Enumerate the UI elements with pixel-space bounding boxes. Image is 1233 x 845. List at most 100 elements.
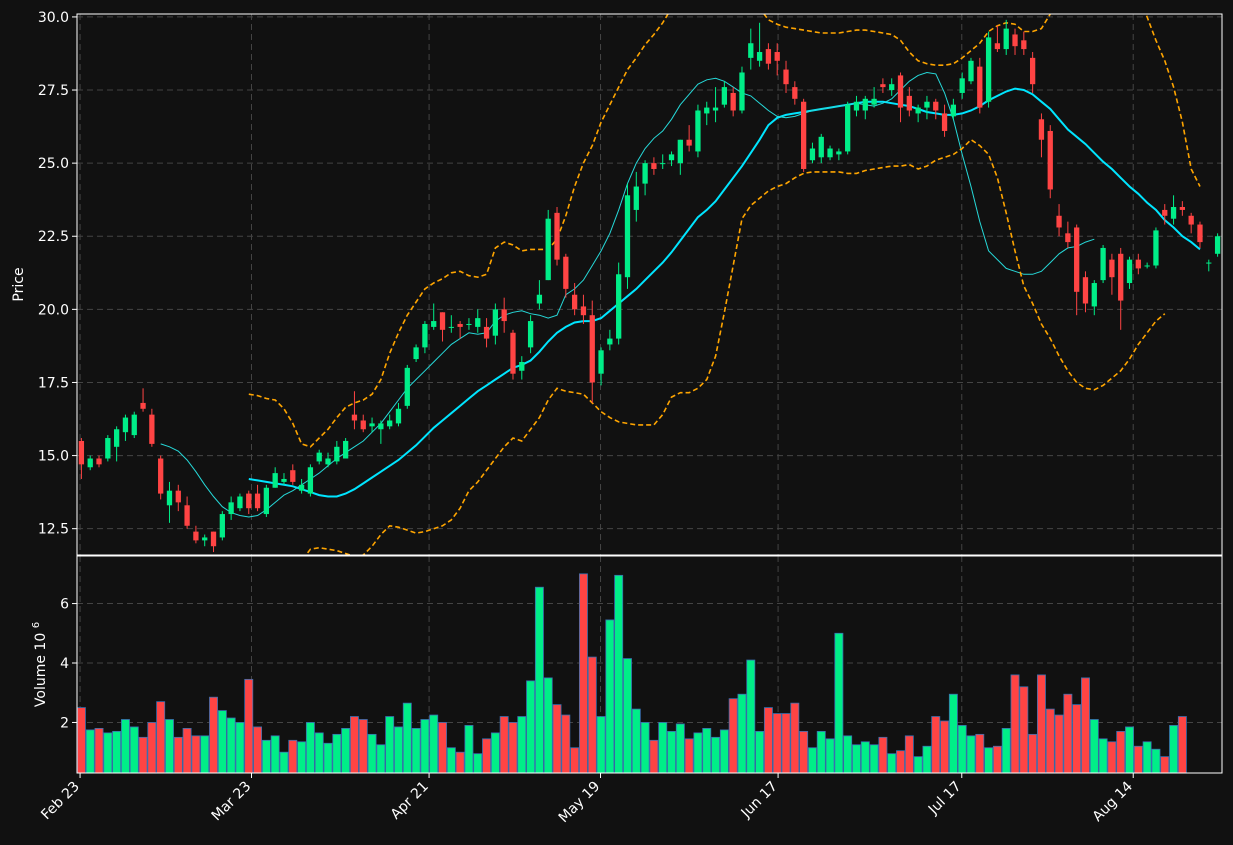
- candle-body: [1065, 233, 1071, 243]
- candle-body: [950, 104, 957, 117]
- candle-body: [668, 154, 675, 161]
- candle: [202, 534, 208, 547]
- candle: [351, 391, 358, 430]
- volume-bar: [763, 707, 773, 773]
- candle: [809, 142, 816, 164]
- candle-body: [765, 49, 772, 64]
- volume-bar: [570, 747, 580, 773]
- volume-bar: [948, 693, 958, 773]
- volume-bar: [1045, 708, 1055, 773]
- candle-body: [941, 113, 948, 131]
- volume-bar: [226, 717, 236, 773]
- candle: [651, 157, 657, 175]
- volume-bar: [675, 723, 685, 773]
- candle: [1100, 245, 1106, 284]
- candle-body: [536, 294, 543, 304]
- volume-bar: [270, 735, 280, 773]
- candle: [96, 455, 102, 468]
- volume-bar: [147, 722, 157, 773]
- volume-bar: [878, 736, 888, 773]
- candle-body: [915, 107, 921, 114]
- candle-body: [862, 98, 868, 111]
- candle-body: [1047, 130, 1053, 190]
- candle-body: [1206, 262, 1212, 264]
- candle-body: [756, 52, 763, 61]
- candle-body: [792, 87, 798, 99]
- volume-bar: [138, 736, 148, 773]
- candle-body: [853, 101, 860, 111]
- candle: [263, 484, 270, 517]
- candle-body: [466, 323, 472, 325]
- candle-body: [501, 309, 507, 322]
- candle-body: [712, 107, 719, 111]
- volume-bar: [1125, 726, 1134, 773]
- candle: [404, 364, 410, 409]
- volume-bar: [957, 725, 967, 773]
- price-panel-frame: [76, 13, 1223, 556]
- candle-body: [298, 484, 305, 491]
- candle-body: [431, 321, 437, 327]
- candle-body: [889, 84, 895, 91]
- candle-body: [483, 326, 490, 339]
- candle-body: [1179, 207, 1186, 210]
- candle-body: [140, 402, 146, 409]
- candle: [545, 209, 551, 281]
- volume-bar: [896, 750, 905, 773]
- volume-bar: [1063, 693, 1073, 773]
- volume-bar: [543, 677, 553, 773]
- volume-bar: [376, 744, 386, 773]
- candle-body: [404, 367, 410, 406]
- candle: [1206, 259, 1212, 272]
- candle: [616, 262, 622, 345]
- candle-body: [131, 414, 137, 436]
- candle: [342, 438, 349, 459]
- volume-bar: [367, 733, 377, 773]
- candle-body: [1126, 259, 1133, 284]
- price-gridlines: [77, 14, 1222, 555]
- candle: [387, 414, 393, 430]
- candle: [1214, 233, 1221, 257]
- volume-axis-label-power: 6: [31, 622, 42, 628]
- candle-body: [1188, 215, 1194, 225]
- volume-bar: [781, 713, 791, 773]
- candle: [193, 525, 199, 544]
- candle-body: [342, 440, 349, 459]
- candle-body: [1197, 224, 1203, 243]
- volume-bar: [640, 722, 650, 773]
- volume-bar: [966, 735, 976, 773]
- candle: [845, 101, 851, 155]
- volume-bar: [526, 680, 536, 773]
- candle: [492, 303, 499, 345]
- volume-bar: [120, 719, 130, 773]
- volume-bar: [191, 735, 201, 773]
- candle-body: [457, 323, 463, 327]
- candle: [1153, 227, 1159, 269]
- volume-bar: [1054, 714, 1064, 773]
- candle: [624, 183, 631, 289]
- volume-bar: [129, 726, 139, 773]
- overlay-line-0: [248, 87, 1201, 498]
- volume-bar: [992, 745, 1002, 773]
- candle: [783, 60, 789, 93]
- candle: [1082, 271, 1089, 313]
- candle-body: [924, 101, 930, 108]
- volume-bar: [261, 739, 271, 773]
- candle-body: [475, 318, 481, 327]
- candle-body: [1021, 40, 1027, 50]
- candle-body: [122, 417, 129, 433]
- volume-bar: [385, 716, 395, 773]
- price-axis-label: Price: [11, 267, 27, 301]
- candle-body: [105, 438, 111, 459]
- candlesticks: [78, 19, 1221, 553]
- candle: [87, 455, 93, 471]
- price-tick-label: 30.0: [38, 10, 69, 26]
- volume-panel-frame: [76, 555, 1223, 774]
- candle-body: [263, 487, 270, 515]
- candle: [1144, 262, 1150, 269]
- candle-body: [219, 514, 225, 538]
- volume-bar: [358, 719, 368, 773]
- candle: [730, 87, 736, 117]
- price-tick-label: 17.5: [38, 375, 69, 391]
- volume-bar: [341, 728, 351, 773]
- volume-bar: [860, 741, 870, 773]
